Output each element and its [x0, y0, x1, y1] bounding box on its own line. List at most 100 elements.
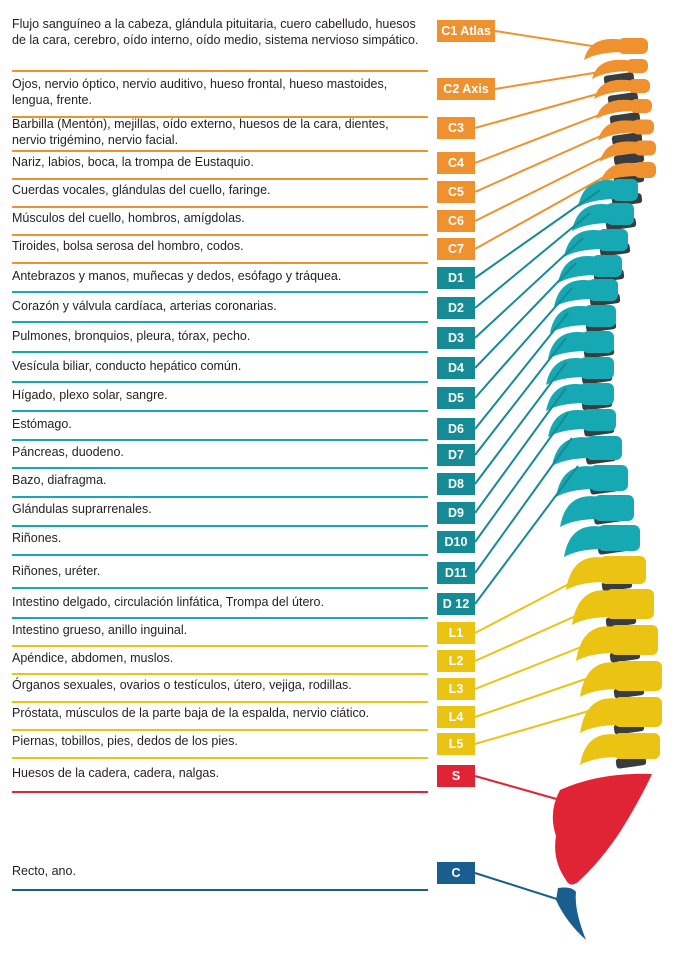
row-divider	[12, 791, 428, 793]
organ-list-item: Glándulas suprarrenales.	[12, 501, 420, 517]
row-divider	[12, 234, 428, 236]
vertebra-shape	[576, 625, 658, 661]
organ-list-item: Riñones, uréter.	[12, 563, 420, 579]
row-divider	[12, 70, 428, 72]
vertebra-shape	[564, 229, 628, 257]
vertebra-label: C2 Axis	[437, 78, 495, 100]
leader-line	[494, 30, 606, 49]
vertebra-shape	[566, 556, 646, 590]
vertebra-shape	[558, 255, 622, 283]
organ-description: Estómago.	[12, 417, 72, 431]
organ-description: Riñones.	[12, 531, 62, 545]
vertebra-shape	[594, 79, 650, 99]
organ-description: Próstata, músculos de la parte baja de l…	[12, 706, 370, 720]
organ-description: Ojos, nervio óptico, nervio auditivo, hu…	[12, 77, 388, 107]
row-divider	[12, 525, 428, 527]
row-divider	[12, 467, 428, 469]
vertebra-label: C3	[437, 117, 475, 139]
vertebra-label: L5	[437, 733, 475, 755]
vertebra-shape	[546, 357, 614, 385]
vertebra-label: D4	[437, 357, 475, 379]
organ-description: Hígado, plexo solar, sangre.	[12, 388, 168, 402]
leader-line	[474, 287, 573, 399]
row-divider	[12, 645, 428, 647]
organ-list-item: Cuerdas vocales, glándulas del cuello, f…	[12, 182, 420, 198]
organ-description: Piernas, tobillos, pies, dedos de los pi…	[12, 734, 238, 748]
vertebra-shape	[578, 179, 638, 207]
organ-list-item: Bazo, diafragma.	[12, 472, 420, 488]
row-divider	[12, 701, 428, 703]
vertebra-shape	[584, 38, 648, 60]
leader-line	[474, 262, 577, 369]
leader-line	[474, 212, 591, 309]
leader-line	[474, 167, 621, 250]
organ-list-item: Recto, ano.	[12, 863, 420, 879]
vertebra-shape	[564, 525, 640, 557]
row-divider	[12, 410, 428, 412]
leader-line	[474, 89, 613, 129]
organ-list-item: Huesos de la cadera, cadera, nalgas.	[12, 765, 420, 781]
organ-list-item: Riñones.	[12, 530, 420, 546]
vertebra-shape	[556, 465, 628, 497]
organ-list-item: Tiroides, bolsa serosa del hombro, codos…	[12, 238, 420, 254]
leader-line	[474, 671, 607, 718]
vertebra-label: D9	[437, 502, 475, 524]
vertebra-label: D3	[437, 327, 475, 349]
organ-description: Flujo sanguíneo a la cabeza, glándula pi…	[12, 17, 419, 47]
organ-list-item: Páncreas, duodeno.	[12, 444, 420, 460]
organ-list-item: Flujo sanguíneo a la cabeza, glándula pi…	[12, 16, 420, 48]
organ-description: Bazo, diafragma.	[12, 473, 107, 487]
organ-description: Intestino delgado, circulación linfática…	[12, 595, 324, 609]
vertebra-shape	[546, 383, 614, 411]
vertebra-label: C	[437, 862, 475, 884]
organ-description: Pulmones, bronquios, pleura, tórax, pech…	[12, 329, 251, 343]
vertebra-shape	[552, 436, 622, 466]
intervertebral-disc	[613, 152, 645, 166]
sacrum-shape	[552, 773, 652, 885]
leader-line	[474, 465, 579, 605]
vertebra-shape	[548, 409, 616, 437]
row-divider	[12, 889, 428, 891]
vertebra-label: C7	[437, 238, 475, 260]
vertebra-label: D8	[437, 473, 475, 495]
vertebra-label: L3	[437, 678, 475, 700]
row-divider	[12, 381, 428, 383]
organ-description: Glándulas suprarrenales.	[12, 502, 152, 516]
organ-list-item: Órganos sexuales, ovarios o testículos, …	[12, 677, 420, 693]
organ-description: Vesícula biliar, conducto hepático común…	[12, 359, 242, 373]
leader-line	[474, 872, 561, 901]
organ-list-item: Músculos del cuello, hombros, amígdolas.	[12, 210, 420, 226]
row-divider	[12, 262, 428, 264]
vertebra-label: D6	[437, 418, 475, 440]
leader-line	[474, 189, 601, 279]
vertebra-shape	[600, 162, 656, 184]
vertebra-label: D10	[437, 531, 475, 553]
organ-list-item: Intestino grueso, anillo inguinal.	[12, 622, 420, 638]
vertebra-label: C1 Atlas	[437, 20, 495, 42]
vertebra-shape	[600, 140, 656, 162]
leader-line	[474, 572, 591, 634]
organ-description: Antebrazos y manos, muñecas y dedos, esó…	[12, 269, 342, 283]
vertebra-label: D5	[437, 387, 475, 409]
organ-list-item: Nariz, labios, boca, la trompa de Eustaq…	[12, 154, 420, 170]
vertebra-label: L2	[437, 650, 475, 672]
vertebra-label: L1	[437, 622, 475, 644]
vertebra-label: D2	[437, 297, 475, 319]
organ-description: Tiroides, bolsa serosa del hombro, codos…	[12, 239, 244, 253]
leader-line	[474, 437, 573, 574]
vertebra-label: D7	[437, 444, 475, 466]
organ-description: Riñones, uréter.	[12, 564, 101, 578]
organ-description: Recto, ano.	[12, 864, 76, 878]
leader-line	[474, 705, 607, 745]
row-divider	[12, 178, 428, 180]
coccyx-shape	[556, 887, 586, 940]
organ-description: Apéndice, abdomen, muslos.	[12, 651, 174, 665]
organ-list-item: Ojos, nervio óptico, nervio auditivo, hu…	[12, 76, 420, 108]
row-divider	[12, 321, 428, 323]
vertebra-label: C6	[437, 210, 475, 232]
row-divider	[12, 351, 428, 353]
vertebra-shape	[560, 495, 634, 527]
leader-line	[474, 129, 615, 193]
